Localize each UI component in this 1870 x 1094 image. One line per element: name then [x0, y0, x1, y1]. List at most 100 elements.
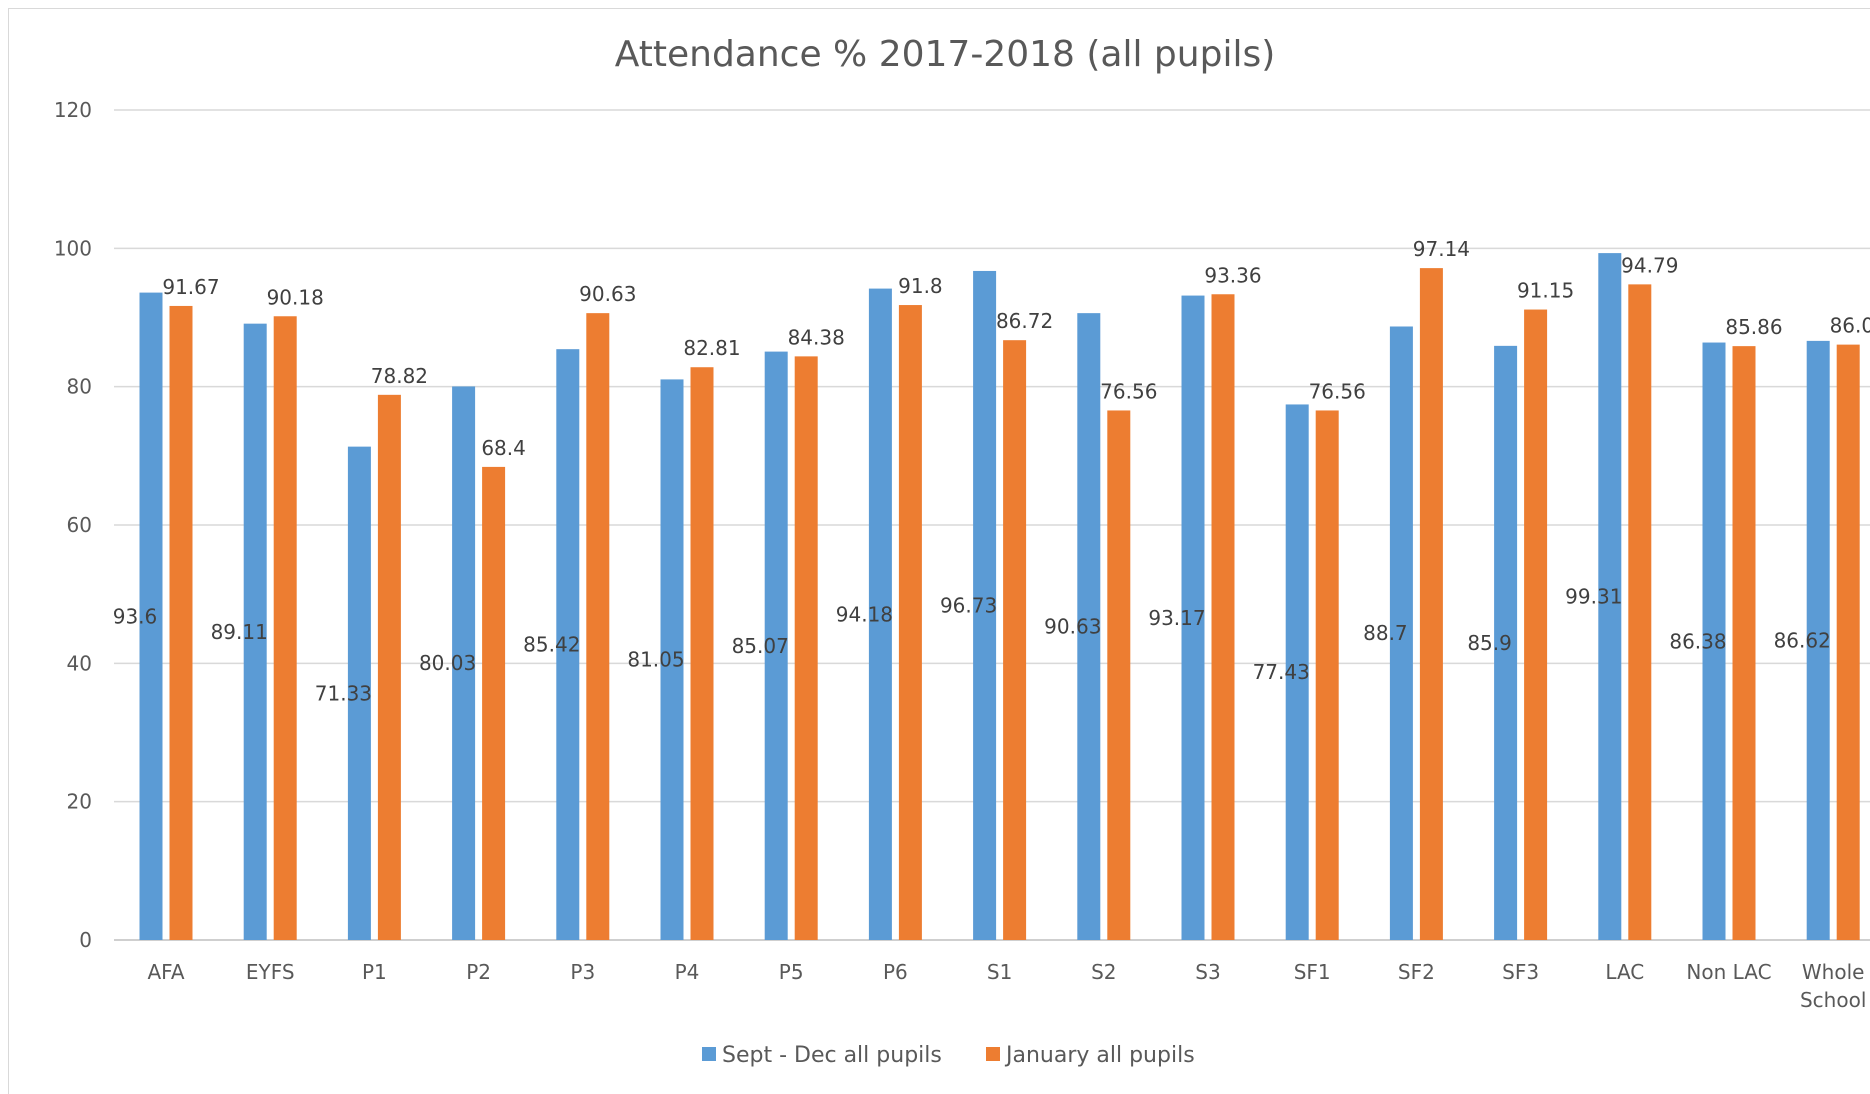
bar-january	[1836, 344, 1860, 940]
data-label-january: 68.4	[481, 436, 526, 460]
data-label-january: 76.56	[1100, 379, 1157, 403]
bar-sept-dec	[1181, 295, 1205, 940]
bar-sept-dec	[243, 323, 267, 940]
bar-sept-dec	[1806, 340, 1830, 941]
y-tick-label: 80	[67, 375, 92, 399]
x-category-label: Whole School	[1800, 960, 1866, 1012]
bar-sept-dec	[1598, 253, 1622, 940]
x-category-label: P4	[675, 960, 700, 984]
data-label-january: 91.15	[1517, 279, 1574, 303]
data-label-sept-dec: 81.05	[627, 648, 684, 672]
data-label-january: 86.08	[1830, 314, 1870, 338]
x-category-label: S2	[1091, 960, 1116, 984]
chart-frame	[8, 8, 1870, 1094]
x-category-label: P2	[466, 960, 491, 984]
bar-sept-dec	[660, 379, 684, 940]
data-label-sept-dec: 77.43	[1253, 660, 1310, 684]
legend-label: January all pupils	[1004, 1043, 1195, 1068]
bar-january	[690, 367, 714, 940]
x-category-label: SF1	[1294, 960, 1331, 984]
x-category-label: AFA	[147, 960, 184, 984]
bar-january	[898, 305, 922, 940]
data-label-january: 82.81	[683, 336, 740, 360]
data-label-sept-dec: 85.07	[732, 634, 789, 658]
legend-swatch	[986, 1047, 1000, 1061]
data-label-january: 90.63	[579, 282, 636, 306]
data-label-sept-dec: 86.38	[1669, 629, 1726, 653]
x-category-label: S1	[987, 960, 1012, 984]
data-label-sept-dec: 85.9	[1467, 631, 1512, 655]
data-label-sept-dec: 90.63	[1044, 615, 1101, 639]
data-label-sept-dec: 89.11	[211, 620, 268, 644]
data-label-january: 91.67	[162, 275, 219, 299]
bar-january	[1315, 410, 1339, 941]
legend: Sept - Dec all pupils January all pupils	[702, 1043, 1195, 1068]
bar-sept-dec	[973, 270, 997, 941]
y-axis-ticks: 0 20 40 60 80 100 120	[54, 98, 92, 952]
data-label-january: 78.82	[371, 364, 428, 388]
bar-january	[169, 305, 193, 940]
bar-january	[1524, 309, 1548, 940]
y-tick-label: 60	[67, 513, 92, 537]
y-tick-label: 20	[67, 790, 92, 814]
data-label-january: 97.14	[1413, 237, 1470, 261]
bar-january	[1003, 340, 1027, 941]
y-tick-label: 120	[54, 98, 92, 122]
x-category-label: S3	[1195, 960, 1220, 984]
bar-january	[273, 316, 297, 940]
bar-sept-dec	[1077, 313, 1101, 941]
data-label-sept-dec: 93.6	[113, 604, 158, 628]
x-category-label: SF2	[1398, 960, 1435, 984]
x-category-label: LAC	[1605, 960, 1644, 984]
chart-title: Attendance % 2017-2018 (all pupils)	[615, 34, 1276, 75]
bar-sept-dec	[556, 349, 580, 940]
x-category-label: P5	[779, 960, 804, 984]
data-label-january: 90.18	[267, 285, 324, 309]
data-label-january: 94.79	[1621, 253, 1678, 277]
bar-january	[482, 466, 506, 940]
bar-sept-dec	[1702, 342, 1726, 940]
data-label-sept-dec: 93.17	[1148, 606, 1205, 630]
bar-sept-dec	[1285, 404, 1309, 940]
bar-sept-dec	[347, 446, 371, 940]
x-category-label: P3	[570, 960, 595, 984]
data-label-sept-dec: 94.18	[836, 602, 893, 626]
data-label-sept-dec: 96.73	[940, 593, 997, 617]
data-label-january: 86.72	[996, 309, 1053, 333]
bars	[139, 253, 1860, 941]
bar-january	[1419, 268, 1443, 940]
data-label-sept-dec: 80.03	[419, 651, 476, 675]
data-label-sept-dec: 85.42	[523, 633, 580, 657]
bar-january	[1628, 284, 1652, 941]
y-tick-label: 0	[79, 928, 92, 952]
data-labels: 93.6 91.67 89.11 90.18 71.33 78.82 80.03 68.4 85…	[113, 237, 1870, 705]
bar-sept-dec	[868, 288, 892, 940]
data-label-sept-dec: 71.33	[315, 681, 372, 705]
bar-sept-dec	[1494, 345, 1518, 940]
bar-sept-dec	[764, 351, 788, 941]
data-label-sept-dec: 86.62	[1774, 628, 1831, 652]
x-category-label: P1	[362, 960, 387, 984]
bar-sept-dec	[452, 386, 476, 940]
y-tick-label: 40	[67, 651, 92, 675]
data-label-sept-dec: 88.7	[1363, 621, 1408, 645]
data-label-january: 76.56	[1309, 379, 1366, 403]
data-label-january: 84.38	[788, 325, 845, 349]
x-category-label: SF3	[1502, 960, 1539, 984]
category-labels: AFA EYFS P1 P2 P3 P4 P5 P6 S1 S2 S3 SF1 SF2 SF3 LAC Non…	[147, 960, 1866, 1012]
data-label-sept-dec: 99.31	[1565, 585, 1622, 609]
x-category-label: EYFS	[246, 960, 295, 984]
bar-january	[1107, 410, 1131, 941]
bar-sept-dec	[139, 292, 163, 941]
data-label-january: 91.8	[898, 274, 943, 298]
y-tick-label: 100	[54, 236, 92, 260]
x-category-label: Non LAC	[1686, 960, 1771, 984]
bar-january	[794, 356, 818, 940]
data-label-january: 85.86	[1725, 315, 1782, 339]
bar-january	[1732, 346, 1756, 940]
legend-swatch	[702, 1047, 716, 1061]
bar-january	[1211, 294, 1235, 940]
bar-sept-dec	[1389, 326, 1413, 940]
legend-label: Sept - Dec all pupils	[722, 1043, 942, 1068]
